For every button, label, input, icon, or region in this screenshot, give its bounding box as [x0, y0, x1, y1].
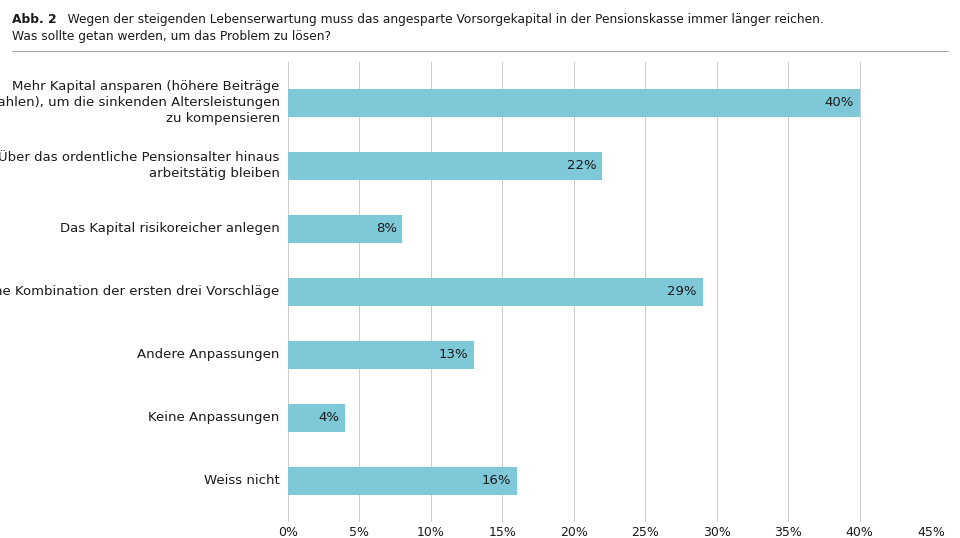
- Text: Abb. 2: Abb. 2: [12, 13, 56, 26]
- Bar: [288, 341, 474, 369]
- Text: 13%: 13%: [439, 349, 468, 362]
- Text: 22%: 22%: [567, 159, 597, 172]
- Bar: [288, 215, 402, 243]
- Text: Wegen der steigenden Lebenserwartung muss das angesparte Vorsorgekapital in der : Wegen der steigenden Lebenserwartung mus…: [56, 13, 824, 26]
- Text: 16%: 16%: [482, 475, 511, 487]
- Bar: [288, 278, 703, 306]
- Text: 40%: 40%: [825, 96, 854, 109]
- Bar: [288, 89, 860, 117]
- Text: 8%: 8%: [375, 222, 396, 235]
- Bar: [288, 152, 603, 180]
- Text: Was sollte getan werden, um das Problem zu lösen?: Was sollte getan werden, um das Problem …: [12, 30, 330, 43]
- Bar: [288, 467, 516, 495]
- Text: 4%: 4%: [319, 412, 340, 424]
- Bar: [288, 404, 346, 432]
- Text: 29%: 29%: [667, 285, 697, 299]
